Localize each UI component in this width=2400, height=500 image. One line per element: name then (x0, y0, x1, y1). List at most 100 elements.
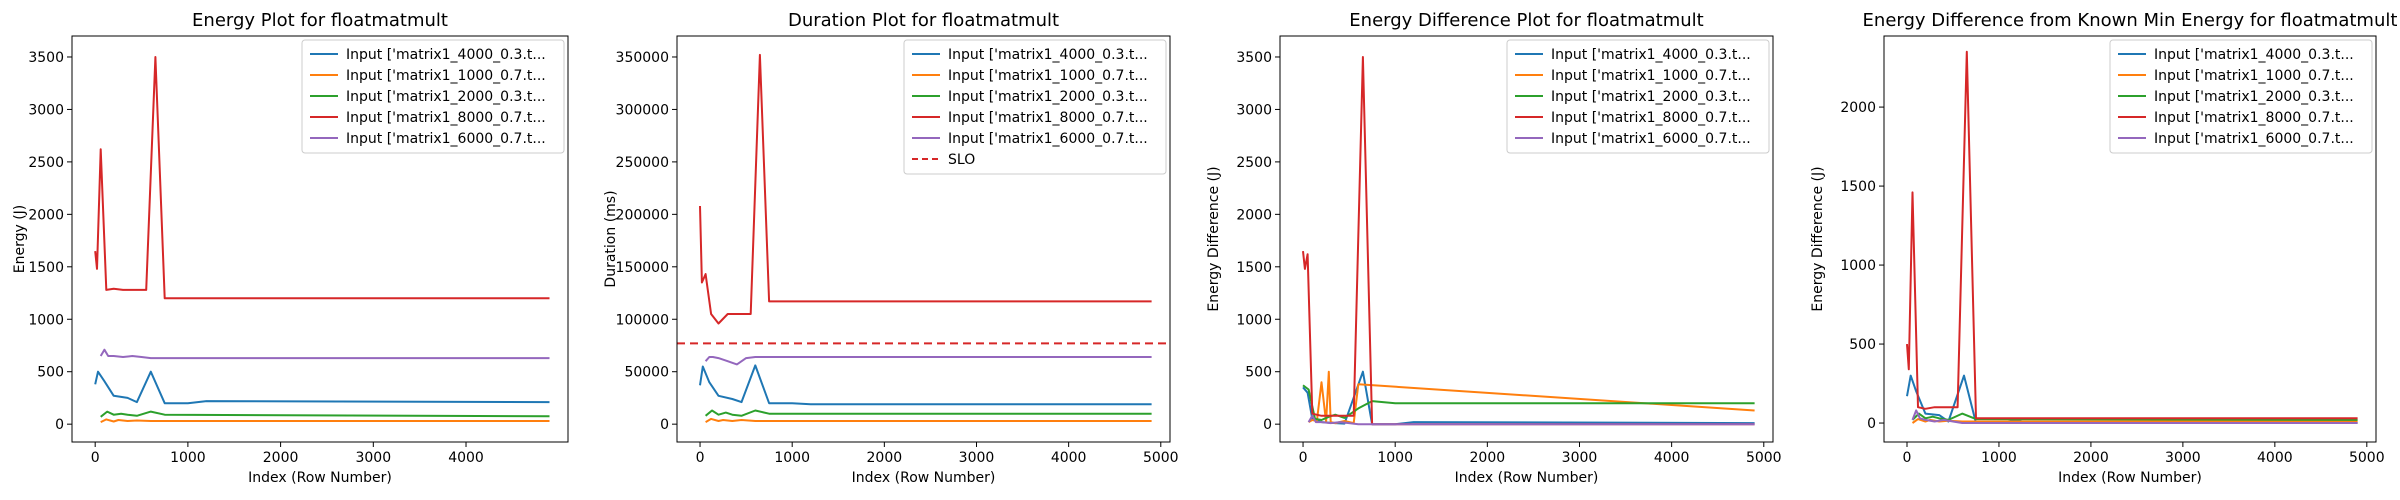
legend-entry-label: Input ['matrix1_1000_0.7.t... (346, 68, 546, 84)
axes-frame (676, 35, 1171, 443)
x-axis-label: Index (Row Number) (852, 470, 996, 486)
y-tick-label: 2000 (1236, 207, 1272, 223)
series-line-2 (705, 417, 1152, 423)
legend-entry-label: Input ['matrix1_4000_0.3.t... (346, 47, 546, 63)
series-line-2 (100, 418, 550, 424)
legend-entry-label: Input ['matrix1_6000_0.7.t... (2154, 131, 2354, 147)
x-tick-label: 1000 (170, 450, 206, 466)
y-tick-label: 1500 (1840, 179, 1876, 195)
x-tick-label: 3000 (355, 450, 391, 466)
series-line-1 (699, 364, 1152, 406)
legend-box (1506, 39, 1770, 154)
y-tick-label: 0 (55, 417, 64, 433)
series-line-5 (1307, 414, 1755, 426)
x-axis-label: Index (Row Number) (1455, 470, 1599, 486)
legend-entry-label: Input ['matrix1_6000_0.7.t... (346, 131, 546, 147)
y-tick-label: 0 (1867, 416, 1876, 432)
x-tick-label: 3000 (959, 450, 995, 466)
y-axis-label: Energy Difference (J) (1206, 166, 1222, 311)
y-tick-label: 2000 (1840, 100, 1876, 116)
legend-entry-label: Input ['matrix1_4000_0.3.t... (1551, 47, 1751, 63)
x-tick-label: 0 (91, 450, 100, 466)
legend-entry-label: Input ['matrix1_8000_0.7.t... (948, 110, 1148, 126)
legend-entry-label: Input ['matrix1_2000_0.3.t... (948, 89, 1148, 105)
x-tick-label: 1000 (774, 450, 810, 466)
series-line-4 (1906, 50, 2358, 420)
legend-entry-label: Input ['matrix1_1000_0.7.t... (948, 68, 1148, 84)
x-axis-label: Index (Row Number) (2058, 470, 2202, 486)
chart-title: Energy Plot for floatmatmult (192, 10, 448, 31)
chart-panel-3: Energy Difference Plot for floatmatmult 0… (1206, 10, 1782, 486)
legend-entry-label: Input ['matrix1_8000_0.7.t... (2154, 110, 2354, 126)
y-tick-label: 500 (1849, 337, 1876, 353)
y-tick-label: 350000 (616, 50, 669, 66)
x-tick-label: 4000 (1051, 450, 1087, 466)
legend-box (2109, 39, 2373, 154)
legend: Input ['matrix1_4000_0.3.t... Input ['mat… (2109, 39, 2373, 154)
x-tick-label: 5000 (1746, 450, 1782, 466)
y-tick-label: 300000 (616, 102, 669, 118)
chart-panel-4: Energy Difference from Known Min Energy … (1810, 10, 2397, 486)
legend-entry-label: Input ['matrix1_2000_0.3.t... (1551, 89, 1751, 105)
x-tick-label: 1000 (1981, 450, 2017, 466)
y-tick-label: 1000 (1840, 258, 1876, 274)
legend: Input ['matrix1_4000_0.3.t... Input ['mat… (903, 39, 1167, 175)
series-line-4 (699, 53, 1152, 325)
y-tick-label: 1500 (28, 260, 64, 276)
legend-entry-label: Input ['matrix1_6000_0.7.t... (948, 131, 1148, 147)
axes-frame (1279, 35, 1774, 443)
y-axis-label: Energy Difference (J) (1810, 166, 1826, 311)
x-tick-label: 4000 (1654, 450, 1690, 466)
y-tick-label: 2500 (28, 155, 64, 171)
legend-entry-label: Input ['matrix1_2000_0.3.t... (2154, 89, 2354, 105)
x-tick-label: 3000 (1562, 450, 1598, 466)
series-line-3 (100, 410, 550, 418)
x-tick-label: 2000 (2073, 450, 2109, 466)
y-tick-label: 2000 (28, 207, 64, 223)
x-tick-label: 2000 (1470, 450, 1506, 466)
series-line-5 (1911, 409, 2358, 424)
series-line-4 (1302, 56, 1755, 426)
chart-title: Energy Difference from Known Min Energy … (1863, 10, 2398, 31)
legend-entry-label: Input ['matrix1_1000_0.7.t... (2154, 68, 2354, 84)
x-tick-label: 4000 (2257, 450, 2293, 466)
y-tick-label: 0 (660, 417, 669, 433)
y-tick-label: 1000 (28, 312, 64, 328)
x-tick-label: 5000 (1143, 450, 1179, 466)
x-tick-label: 1000 (1377, 450, 1413, 466)
legend: Input ['matrix1_4000_0.3.t... Input ['mat… (1506, 39, 1770, 154)
legend-entry-label: Input ['matrix1_8000_0.7.t... (346, 110, 546, 126)
axes-frame (71, 35, 569, 443)
y-tick-label: 200000 (616, 207, 669, 223)
y-tick-label: 3000 (28, 102, 64, 118)
y-tick-label: 500 (1245, 365, 1272, 381)
x-tick-label: 2000 (263, 450, 299, 466)
legend-box (903, 39, 1167, 175)
y-tick-label: 1500 (1236, 260, 1272, 276)
legend-box (301, 39, 565, 154)
y-tick-label: 50000 (624, 365, 669, 381)
y-tick-label: 500 (37, 365, 64, 381)
chart-panel-2: Duration Plot for floatmatmult 0 1000 2000 3… (603, 10, 1179, 486)
y-axis-label: Duration (ms) (603, 190, 619, 287)
legend-entry-label: Input ['matrix1_1000_0.7.t... (1551, 68, 1751, 84)
series-line-2 (1308, 370, 1755, 425)
legend-entry-label: Input ['matrix1_4000_0.3.t... (2154, 47, 2354, 63)
series-line-3 (704, 409, 1152, 417)
y-tick-label: 100000 (616, 312, 669, 328)
x-tick-label: 2000 (867, 450, 903, 466)
series-line-5 (704, 356, 1152, 366)
series-line-1 (94, 370, 550, 405)
chart-title: Energy Difference Plot for floatmatmult (1349, 10, 1703, 31)
legend-entry-label: Input ['matrix1_6000_0.7.t... (1551, 131, 1751, 147)
y-tick-label: 150000 (616, 260, 669, 276)
x-tick-label: 0 (1903, 450, 1912, 466)
series-line-5 (99, 348, 550, 360)
axes-frame (1883, 35, 2377, 443)
y-tick-label: 250000 (616, 155, 669, 171)
series-line-1 (1906, 374, 2358, 424)
x-tick-label: 4000 (448, 450, 484, 466)
y-tick-label: 2500 (1236, 155, 1272, 171)
legend: Input ['matrix1_4000_0.3.t... Input ['mat… (301, 39, 565, 154)
